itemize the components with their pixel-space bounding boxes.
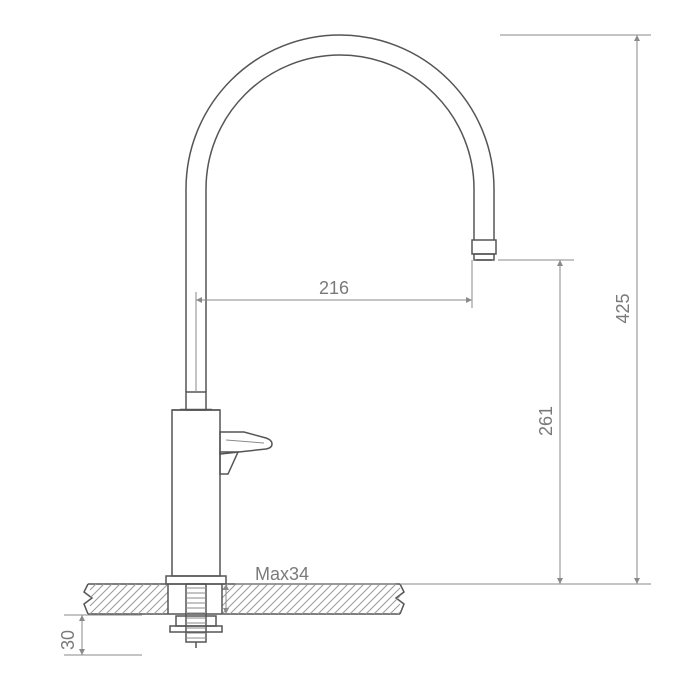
faucet-outline: [166, 35, 496, 584]
dim-outlet-height: 261: [536, 406, 556, 436]
dim-max-thickness: Max34: [255, 564, 309, 584]
mounting-hardware: [170, 584, 222, 648]
dim-below-counter: 30: [58, 630, 78, 650]
faucet-handle: [220, 432, 272, 474]
dim-reach: 216: [319, 278, 349, 298]
dim-total-height: 425: [613, 293, 633, 323]
counter-top: [84, 584, 404, 614]
